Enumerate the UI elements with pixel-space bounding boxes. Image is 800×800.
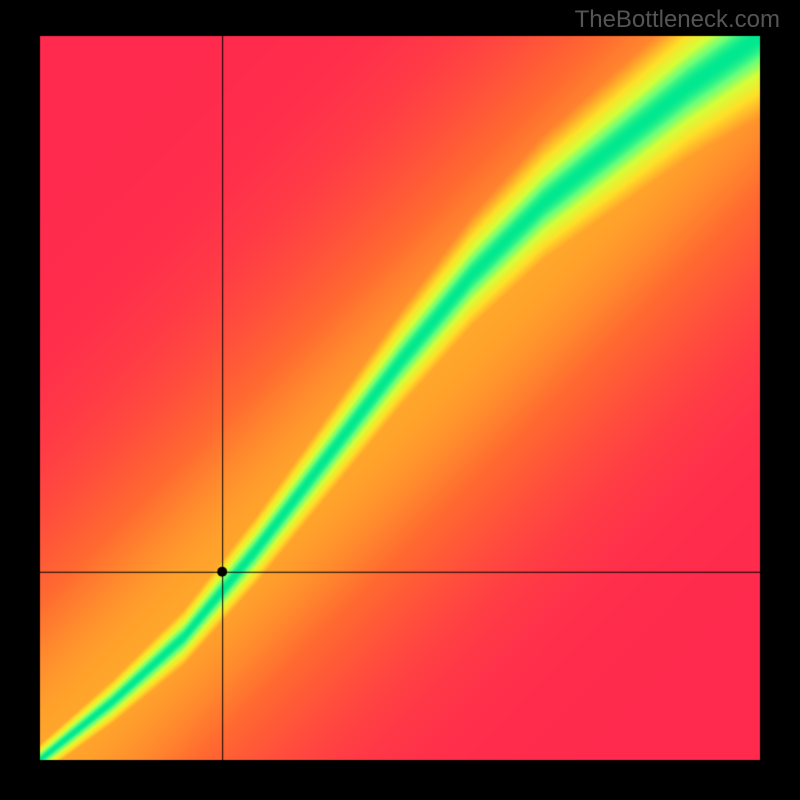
watermark-text: TheBottleneck.com (575, 6, 780, 34)
chart-container: TheBottleneck.com (0, 0, 800, 800)
bottleneck-heatmap (0, 0, 800, 800)
